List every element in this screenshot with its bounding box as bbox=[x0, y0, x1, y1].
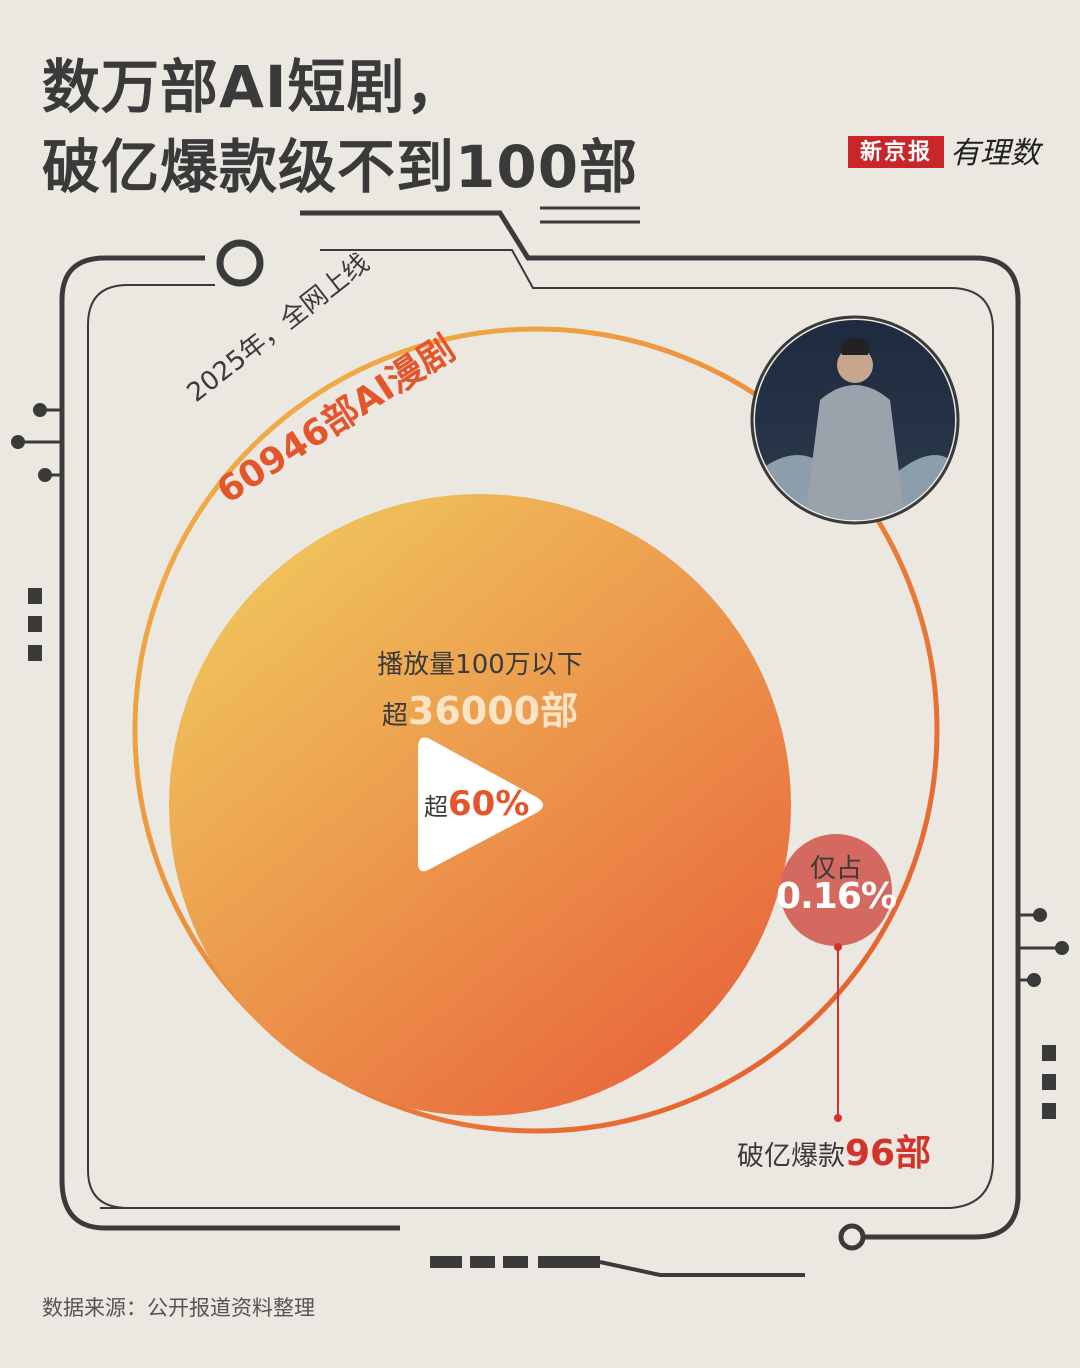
play-value: 60% bbox=[448, 784, 530, 824]
logo-column: 有理数 bbox=[950, 136, 1040, 171]
title-line-2: 破亿爆款级不到100部 bbox=[42, 133, 639, 201]
bottom-label: 破亿爆款 bbox=[737, 1141, 845, 1172]
bubble-hit-dramas bbox=[780, 834, 892, 946]
small-value: 0.16% bbox=[776, 876, 897, 917]
frame-node-ring bbox=[216, 239, 264, 287]
bubble-total-ai-dramas bbox=[132, 326, 940, 1134]
source-note: 数据来源：公开报道资料整理 bbox=[42, 1296, 315, 1320]
frame-dots bbox=[11, 403, 1069, 1268]
play-prefix: 超 bbox=[424, 793, 448, 821]
frame-lines bbox=[18, 206, 1062, 1277]
logo-brand: 新京报 bbox=[848, 136, 944, 168]
leader-dot bbox=[834, 1114, 842, 1122]
frame-node-ring bbox=[838, 1223, 866, 1251]
play-icon bbox=[418, 737, 543, 872]
middle-label: 播放量100万以下 bbox=[377, 650, 583, 680]
title-line-1: 数万部AI短剧， bbox=[42, 53, 465, 121]
middle-value: 36000部 bbox=[407, 689, 579, 733]
leader-dot bbox=[834, 943, 842, 951]
middle-prefix: 超 bbox=[381, 701, 408, 731]
bottom-value: 96部 bbox=[845, 1133, 932, 1174]
small-label: 仅占 bbox=[809, 854, 862, 884]
warrior-avatar bbox=[750, 315, 960, 525]
